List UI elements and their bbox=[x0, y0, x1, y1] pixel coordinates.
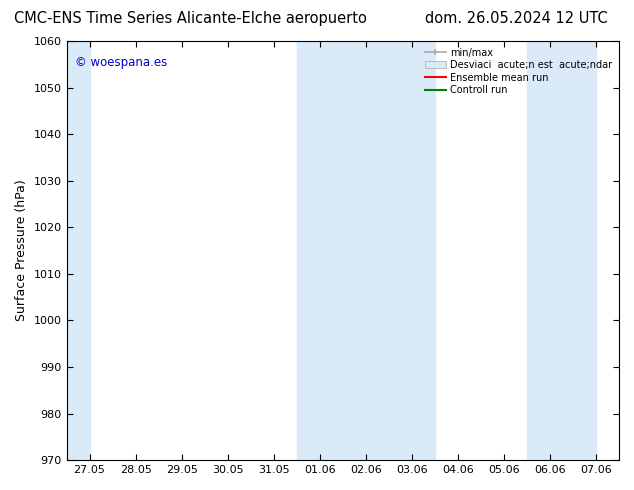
Bar bbox=[527, 41, 596, 460]
Text: © woespana.es: © woespana.es bbox=[75, 56, 167, 69]
Legend: min/max, Desviaci  acute;n est  acute;ndar, Ensemble mean run, Controll run: min/max, Desviaci acute;n est acute;ndar… bbox=[423, 46, 614, 97]
Bar bbox=[67, 41, 89, 460]
Text: dom. 26.05.2024 12 UTC: dom. 26.05.2024 12 UTC bbox=[425, 11, 608, 26]
Bar bbox=[297, 41, 435, 460]
Text: CMC-ENS Time Series Alicante-Elche aeropuerto: CMC-ENS Time Series Alicante-Elche aerop… bbox=[14, 11, 366, 26]
Y-axis label: Surface Pressure (hPa): Surface Pressure (hPa) bbox=[15, 180, 28, 321]
